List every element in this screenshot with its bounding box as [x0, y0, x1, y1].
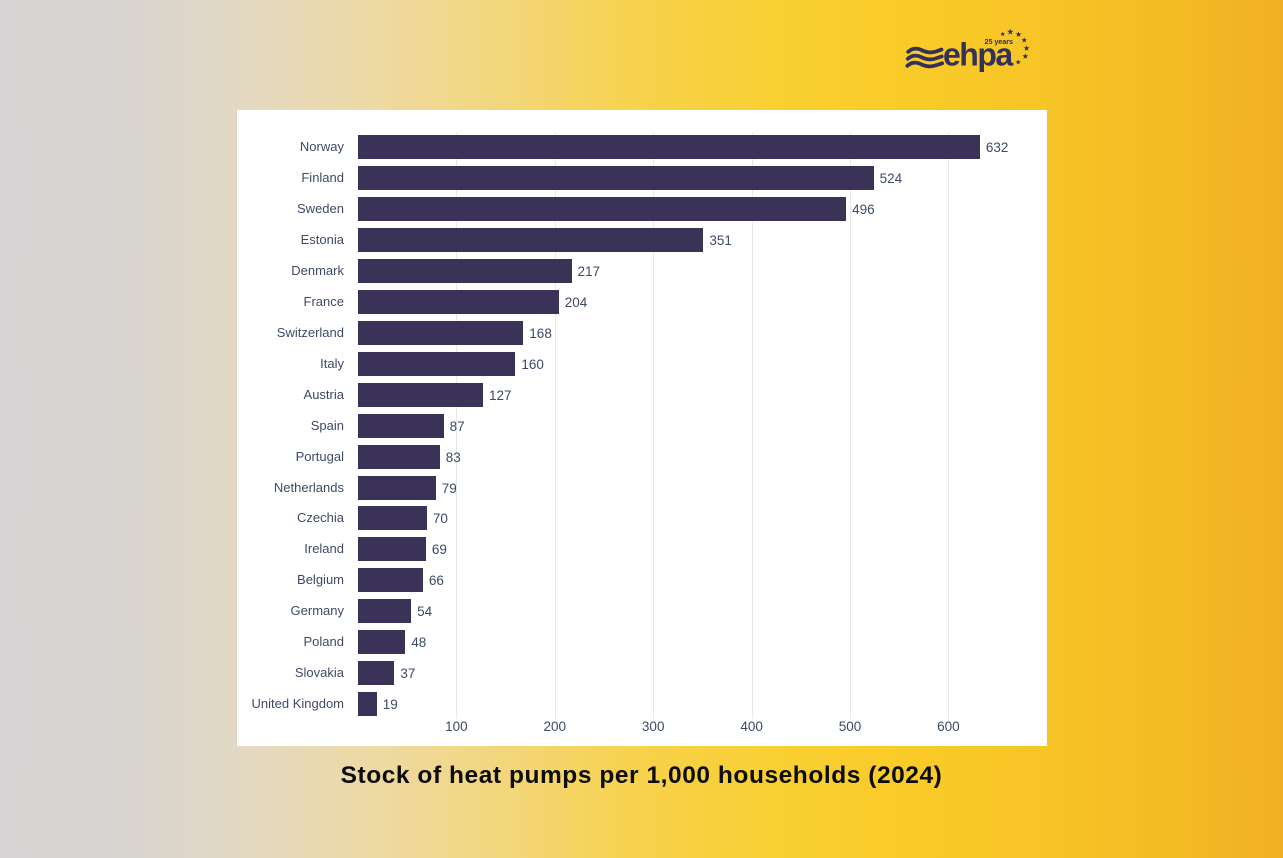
- svg-text:25 years: 25 years: [985, 37, 1013, 46]
- svg-text:ehpa: ehpa: [943, 37, 1013, 73]
